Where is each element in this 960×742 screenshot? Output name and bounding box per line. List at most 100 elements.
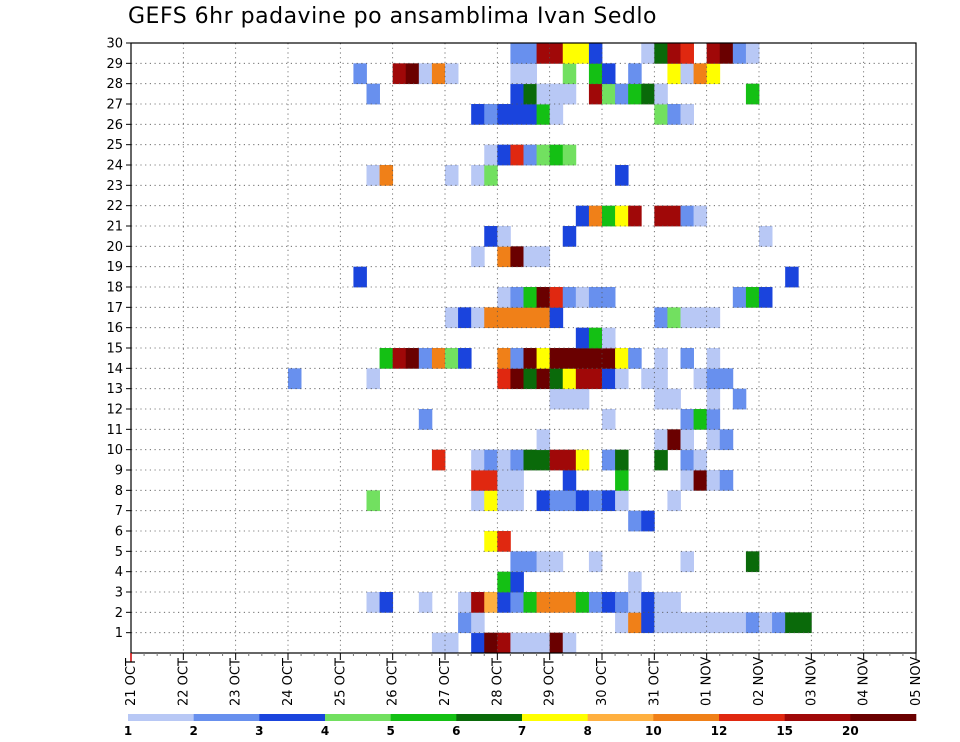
heatmap-cell (562, 490, 577, 512)
heatmap-cell (628, 63, 642, 85)
heatmap-cell (706, 409, 721, 430)
heatmap-cell (602, 368, 616, 390)
heatmap-cell (641, 612, 655, 634)
colorbar-segment (784, 714, 851, 721)
colorbar-label: 20 (842, 724, 859, 738)
heatmap-cell (510, 63, 524, 85)
heatmap-cell (641, 368, 655, 390)
heatmap-cell (562, 368, 577, 390)
heatmap-cell (523, 307, 537, 329)
heatmap-cell (588, 490, 603, 512)
heatmap-cell (484, 531, 498, 552)
colorbar-label: 3 (255, 724, 263, 738)
heatmap-cell (575, 449, 590, 471)
heatmap-cell (497, 287, 511, 308)
heatmap-cell (510, 490, 524, 512)
heatmap-cell (471, 246, 485, 268)
colorbar-segment (522, 714, 588, 721)
heatmap-cell (523, 551, 537, 573)
heatmap-cell (706, 368, 721, 390)
heatmap-cell (510, 104, 524, 125)
heatmap-cell (536, 490, 551, 512)
colorbar-label: 5 (386, 724, 394, 738)
heatmap-cell (562, 388, 577, 410)
heatmap-cell (719, 612, 734, 634)
heatmap-cell (602, 63, 616, 85)
heatmap-cell (602, 490, 616, 512)
heatmap-cell (654, 348, 668, 369)
y-tick-label: 26 (106, 118, 123, 133)
colorbar-label: 4 (321, 724, 329, 738)
heatmap-cell (471, 165, 485, 186)
heatmap-cell (798, 612, 812, 634)
heatmap-cell (562, 226, 577, 247)
heatmap-cell (497, 246, 511, 268)
heatmap-cell (628, 205, 642, 227)
heatmap-cell (575, 43, 590, 64)
heatmap-cell (588, 287, 603, 308)
heatmap-cell (654, 43, 668, 64)
heatmap-cell (759, 226, 773, 247)
heatmap-cell (615, 612, 629, 634)
colorbar-segment (193, 714, 260, 721)
colorbar-segment (653, 714, 720, 721)
heatmap-cell (706, 470, 721, 491)
colorbar: 1 2 3 4 5 6 7 8 10 12 15 20 (124, 714, 917, 738)
heatmap-cell (523, 348, 537, 369)
heatmap-cell (602, 348, 616, 369)
heatmap-cell (588, 368, 603, 390)
heatmap-cell (471, 632, 485, 654)
colorbar-segment (456, 714, 523, 721)
heatmap-cell (680, 470, 694, 491)
y-tick-label: 14 (106, 362, 123, 377)
heatmap-cell (575, 592, 590, 613)
y-tick-label: 5 (115, 545, 123, 560)
heatmap-cell (667, 63, 681, 85)
heatmap-cell (628, 510, 642, 532)
heatmap-cell (471, 592, 485, 613)
heatmap-cell (575, 327, 590, 349)
heatmap-cell (667, 429, 681, 451)
heatmap-cell (641, 43, 655, 64)
x-tick-label: 31 OCT (647, 658, 662, 706)
y-tick-label: 17 (106, 301, 123, 316)
heatmap-cell (418, 592, 433, 613)
heatmap-cell (497, 490, 511, 512)
heatmap-cell (497, 368, 511, 390)
heatmap-cell (588, 327, 603, 349)
heatmap-cell (379, 348, 394, 369)
heatmap-cell (418, 63, 433, 85)
heatmap-cell (575, 490, 590, 512)
heatmap-cell (693, 307, 708, 329)
heatmap-cell (562, 144, 577, 166)
heatmap-cell (615, 83, 629, 105)
y-tick-label: 29 (106, 57, 123, 72)
heatmap-cell (549, 551, 564, 573)
heatmap-cell (510, 43, 524, 64)
heatmap-cell (785, 612, 799, 634)
x-tick-label: 02 NOV (752, 657, 767, 706)
heatmap-cell (549, 388, 564, 410)
heatmap-cell (602, 287, 616, 308)
heatmap-cell (549, 348, 564, 369)
heatmap-cell (549, 632, 564, 654)
heatmap-cell (575, 348, 590, 369)
heatmap-cell (562, 592, 577, 613)
x-tick-label: 03 NOV (804, 657, 819, 706)
heatmap-cell (523, 144, 537, 166)
heatmap-cell (667, 104, 681, 125)
heatmap-cell (575, 205, 590, 227)
heatmap-cell (536, 144, 551, 166)
heatmap-cell (379, 165, 394, 186)
heatmap-cell (693, 470, 708, 491)
y-tick-label: 13 (106, 382, 123, 397)
heatmap-cell (706, 429, 721, 451)
heatmap-cell (484, 104, 498, 125)
heatmap-cell (680, 429, 694, 451)
heatmap-cell (562, 83, 577, 105)
heatmap-cell (510, 449, 524, 471)
heatmap-cell (562, 63, 577, 85)
colorbar-segment (390, 714, 457, 721)
heatmap-cell (615, 470, 629, 491)
